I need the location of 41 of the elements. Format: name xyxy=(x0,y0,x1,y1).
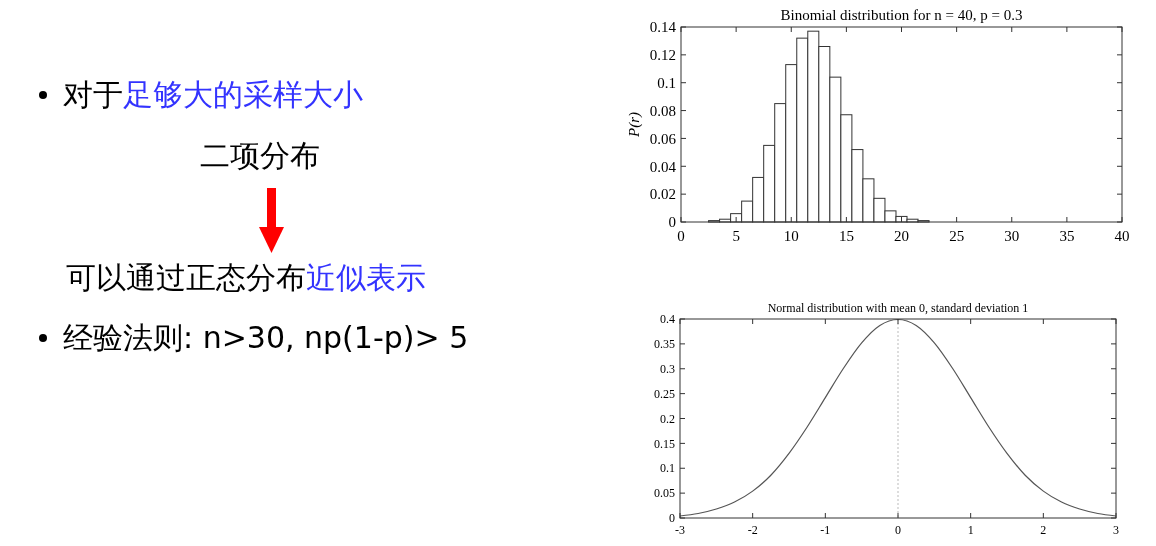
text: 近似表示 xyxy=(306,260,426,295)
text: 足够大的采样大小 xyxy=(123,77,363,112)
text: 经验法则: n>30, np(1-p)> 5 xyxy=(63,320,469,355)
x-tick-label: 3 xyxy=(1113,523,1119,537)
x-tick-label: 20 xyxy=(894,228,909,244)
y-tick-label: 0.06 xyxy=(649,130,677,147)
text: 二项分布 xyxy=(200,138,320,173)
x-tick-label: 35 xyxy=(1059,228,1075,244)
x-tick-label: 10 xyxy=(783,228,799,244)
x-tick-label: 1 xyxy=(967,523,974,537)
chart-title: Binomial distribution for n = 40, p = 0.3 xyxy=(780,7,1023,23)
x-tick-label: 5 xyxy=(732,228,740,244)
y-tick-label: 0 xyxy=(668,214,676,231)
y-tick-label: 0.02 xyxy=(649,186,676,203)
y-tick-label: 0.15 xyxy=(654,436,675,451)
y-tick-label: 0.14 xyxy=(649,19,677,36)
x-tick-label: 2 xyxy=(1040,523,1047,537)
x-tick-label: 15 xyxy=(838,228,854,244)
y-axis-title: P(r) xyxy=(626,112,643,138)
x-tick-label: 30 xyxy=(1004,228,1020,244)
y-tick-label: 0.05 xyxy=(654,486,675,501)
y-tick-label: 0.12 xyxy=(649,47,676,64)
y-tick-label: 0.2 xyxy=(660,411,675,426)
y-tick-label: 0.35 xyxy=(654,337,675,352)
x-tick-label: -1 xyxy=(820,523,831,537)
y-tick-label: 0 xyxy=(669,511,675,526)
x-tick-label: 0 xyxy=(895,523,901,537)
x-tick-label: -2 xyxy=(747,523,758,537)
y-tick-label: 0.25 xyxy=(654,386,675,401)
x-tick-label: 40 xyxy=(1114,228,1130,244)
y-tick-label: 0.08 xyxy=(649,102,676,119)
x-tick-label: -3 xyxy=(675,523,685,537)
y-tick-label: 0.04 xyxy=(649,158,677,175)
y-tick-label: 0.1 xyxy=(660,461,675,476)
text: 对于 xyxy=(63,77,123,112)
y-tick-label: 0.3 xyxy=(660,361,675,376)
y-tick-label: 0.1 xyxy=(657,74,676,91)
x-tick-label: 25 xyxy=(949,228,965,244)
chart-title: Normal distribution with mean 0, standard deviation 1 xyxy=(767,301,1029,315)
y-tick-label: 0.4 xyxy=(660,312,675,327)
text: 可以通过正态分布 xyxy=(66,260,306,295)
